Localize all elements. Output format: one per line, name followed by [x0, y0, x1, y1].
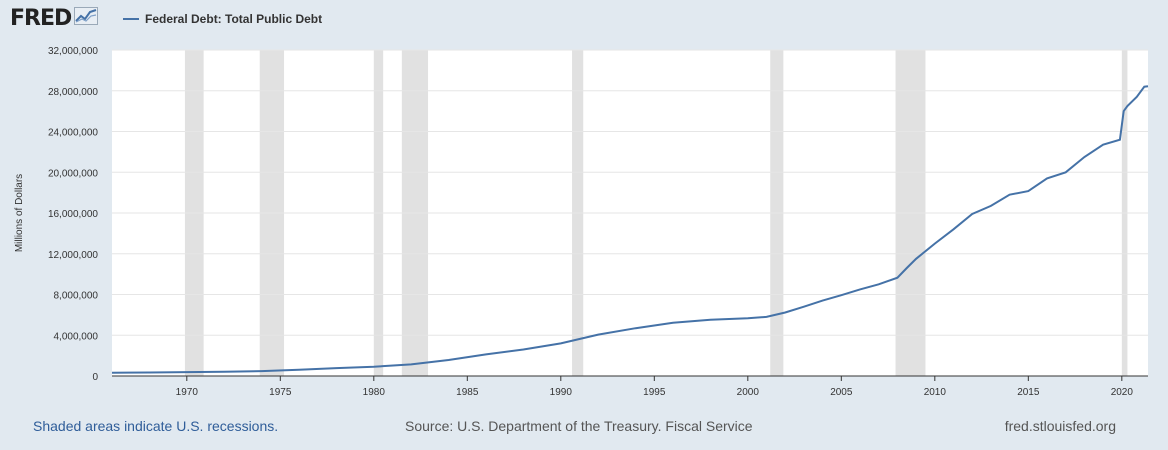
- x-tick-label-9: 2015: [1017, 387, 1040, 398]
- source-note: Source: U.S. Department of the Treasury.…: [405, 418, 753, 434]
- x-tick-label-3: 1985: [456, 387, 479, 398]
- legend-swatch: [123, 18, 139, 20]
- x-tick-label-2: 1980: [363, 387, 386, 398]
- x-tick-label-5: 1995: [643, 387, 666, 398]
- y-tick-label-8: 32,000,000: [48, 46, 98, 57]
- recession-note-link[interactable]: Shaded areas indicate U.S. recessions.: [33, 418, 279, 434]
- y-tick-label-1: 4,000,000: [54, 331, 99, 342]
- y-tick-label-7: 28,000,000: [48, 87, 98, 98]
- chart-legend: Federal Debt: Total Public Debt: [123, 12, 322, 26]
- fred-logo[interactable]: FRED: [10, 6, 99, 31]
- y-tick-label-6: 24,000,000: [48, 128, 98, 139]
- x-tick-label-4: 1990: [550, 387, 573, 398]
- y-tick-label-2: 8,000,000: [54, 291, 99, 302]
- y-tick-label-5: 20,000,000: [48, 168, 98, 179]
- debt-line-chart: 0 4,000,000 8,000,000 12,000,000 16,000,000 2…: [14, 46, 1149, 398]
- fred-site-link[interactable]: fred.stlouisfed.org: [1004, 418, 1116, 434]
- chart-trend-icon: [74, 7, 99, 30]
- y-tick-label-0: 0: [92, 372, 98, 383]
- x-tick-label-6: 2000: [737, 387, 760, 398]
- x-tick-label-8: 2010: [924, 387, 947, 398]
- series-line-total-public-debt: [111, 85, 1149, 374]
- x-axis-ticks: 1970 1975 1980 1985 1990 1995 2000 2005 2010 2015…: [176, 376, 1134, 398]
- x-tick-label-0: 1970: [176, 387, 199, 398]
- logo-text: FRED: [10, 6, 72, 31]
- x-tick-label-10: 2020: [1111, 387, 1134, 398]
- y-tick-label-4: 16,000,000: [48, 209, 98, 220]
- x-tick-label-7: 2005: [830, 387, 853, 398]
- y-tick-label-3: 12,000,000: [48, 250, 98, 261]
- x-tick-label-1: 1975: [269, 387, 292, 398]
- y-axis-label: Millions of Dollars: [14, 174, 25, 252]
- legend-label: Federal Debt: Total Public Debt: [145, 12, 323, 26]
- y-axis-ticks: 0 4,000,000 8,000,000 12,000,000 16,000,000 2…: [48, 46, 99, 383]
